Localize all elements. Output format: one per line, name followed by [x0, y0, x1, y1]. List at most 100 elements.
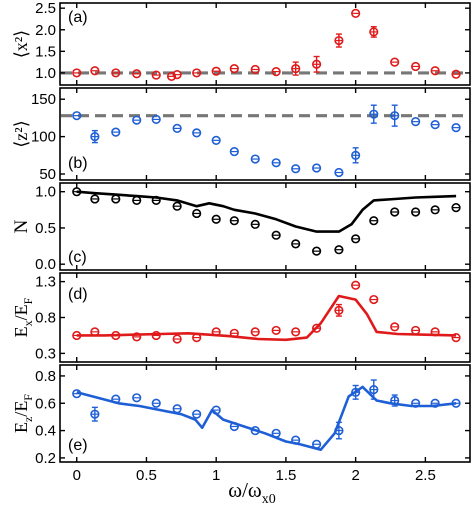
data-point: [291, 239, 301, 249]
data-point: [229, 146, 239, 157]
data-point: [351, 387, 361, 397]
y-tick-label: 2.0: [35, 22, 56, 39]
data-point: [250, 327, 260, 337]
y-tick-label: 100: [31, 129, 56, 146]
data-point: [192, 68, 202, 78]
data-point: [430, 205, 440, 215]
data-point: [411, 207, 421, 217]
data-point: [250, 154, 260, 164]
data-point: [111, 127, 121, 137]
data-point: [111, 330, 121, 341]
panel-label: (c): [68, 249, 87, 266]
data-point: [90, 66, 100, 76]
data-point: [311, 246, 322, 256]
data-point: [390, 322, 400, 332]
x-axis-group: 0 0.5 1 1.5 2 2.5: [73, 467, 436, 484]
data-point: [90, 194, 100, 204]
data-point: [291, 327, 301, 337]
data-point: [111, 394, 121, 404]
data-point: [311, 59, 322, 69]
model-line: [76, 190, 457, 233]
data-point: [90, 409, 100, 419]
data-point: [211, 327, 221, 337]
data-point: [411, 325, 421, 336]
panel-frame: [59, 87, 471, 181]
y-axis-title-sub: x: [21, 320, 35, 326]
y-axis-title-sep: /E: [11, 401, 31, 417]
data-point: [192, 409, 202, 419]
data-point: [430, 327, 440, 337]
y-tick-label: 0.0: [35, 256, 56, 273]
data-point: [229, 421, 239, 432]
panel-label: (d): [68, 286, 88, 303]
data-point: [72, 330, 82, 341]
data-point: [132, 195, 142, 205]
data-point: [250, 64, 260, 75]
y-axis-title-sep: /E: [11, 304, 31, 320]
data-point: [271, 325, 281, 336]
y-tick-label: 0.8: [35, 310, 56, 327]
data-point: [351, 8, 361, 18]
data-point: [369, 294, 379, 305]
data-point: [369, 109, 379, 119]
data-point: [334, 305, 344, 315]
data-point: [351, 280, 361, 290]
data-point: [411, 61, 421, 72]
y-axis-title-sub: F: [21, 394, 35, 401]
panel-label: (b): [68, 155, 88, 172]
y-tick-label: 0.2: [35, 450, 56, 467]
data-point: [430, 398, 440, 408]
data-point: [72, 68, 82, 78]
data-point: [291, 164, 301, 174]
data-point: [390, 395, 400, 406]
data-point: [451, 69, 461, 79]
data-point: [451, 332, 461, 343]
panel-frame: [59, 272, 471, 363]
x-tick-label: 2: [351, 467, 359, 484]
x-tick-label: 1: [212, 467, 220, 484]
data-point: [211, 214, 221, 224]
data-point: [172, 404, 182, 414]
panel-frame: [59, 364, 471, 463]
data-point: [271, 158, 281, 168]
data-point: [311, 323, 322, 333]
data-point: [334, 35, 344, 46]
y-axis-title-main: E: [11, 326, 31, 337]
model-line: [76, 385, 457, 451]
panel-3: 0.0 0.5 1.0 (c) N: [11, 182, 471, 273]
y-axis-title-main: E: [11, 422, 31, 433]
data-point: [172, 123, 182, 133]
x-tick-label: 0: [73, 467, 81, 484]
data-point: [90, 132, 100, 142]
data-point: [411, 117, 421, 127]
data-point: [229, 63, 239, 74]
y-tick-label: 0.8: [35, 368, 56, 385]
data-point: [390, 207, 400, 217]
data-point: [311, 439, 322, 449]
y-axis-title: Ez/EF: [11, 394, 35, 433]
data-point: [166, 71, 177, 81]
x-axis-title-main: ω/ω: [228, 478, 261, 502]
data-point: [151, 330, 161, 341]
x-axis-title-sub: x0: [262, 492, 276, 506]
data-point: [172, 201, 182, 211]
data-point: [192, 332, 202, 343]
data-point: [369, 27, 379, 37]
y-axis-title: N: [11, 219, 32, 233]
data-point: [430, 66, 440, 76]
data-point: [132, 393, 142, 403]
data-point: [351, 150, 361, 160]
data-point: [111, 194, 121, 204]
model-line: [76, 294, 457, 342]
data-point: [151, 70, 161, 80]
data-point: [451, 398, 461, 408]
y-tick-label: 0.6: [35, 395, 56, 412]
data-point: [132, 332, 142, 342]
y-tick-label: 1.3: [35, 274, 56, 291]
data-point: [72, 389, 82, 399]
x-tick-label: 2.5: [415, 467, 436, 484]
data-point: [451, 123, 461, 133]
y-axis-title-sub: z: [21, 417, 35, 422]
data-point: [132, 69, 142, 79]
panel-4: 0.3 0.8 1.3 (d) Ex/EF: [11, 272, 471, 363]
